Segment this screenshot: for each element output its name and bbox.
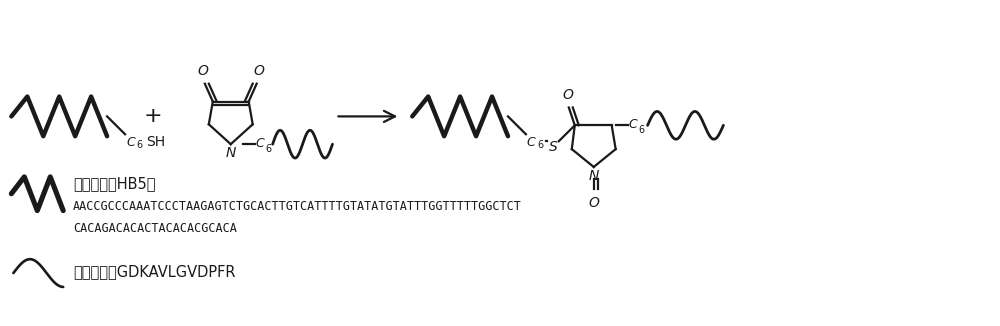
Text: AACCGCCCAAATCCCTAAGAGTCTGCACTTGTCATTTTGTATATGTATTTGGTTTTTGGCTCT: AACCGCCCAAATCCCTAAGAGTCTGCACTTGTCATTTTGT… xyxy=(73,200,522,213)
Text: +: + xyxy=(144,106,162,126)
Text: C: C xyxy=(629,118,637,131)
Text: CACAGACACACTACACACGCACA: CACAGACACACTACACACGCACA xyxy=(73,222,237,235)
Text: SH: SH xyxy=(146,135,165,149)
Text: 6: 6 xyxy=(266,144,272,154)
Text: S: S xyxy=(549,140,558,154)
Text: O: O xyxy=(197,64,208,78)
Text: 6: 6 xyxy=(136,140,142,150)
Text: 6: 6 xyxy=(639,125,645,135)
Text: C: C xyxy=(527,136,536,149)
Text: N: N xyxy=(226,146,236,160)
Text: 核酸适配体HB5：: 核酸适配体HB5： xyxy=(73,176,156,191)
Text: O: O xyxy=(562,87,573,101)
Text: O: O xyxy=(253,64,264,78)
Text: N: N xyxy=(589,169,599,183)
Text: 底物多肽：GDKAVLGVDPFR: 底物多肽：GDKAVLGVDPFR xyxy=(73,265,236,280)
Text: O: O xyxy=(588,196,599,210)
Text: C: C xyxy=(126,136,135,149)
Text: 6: 6 xyxy=(537,140,543,150)
Text: C: C xyxy=(256,137,264,150)
